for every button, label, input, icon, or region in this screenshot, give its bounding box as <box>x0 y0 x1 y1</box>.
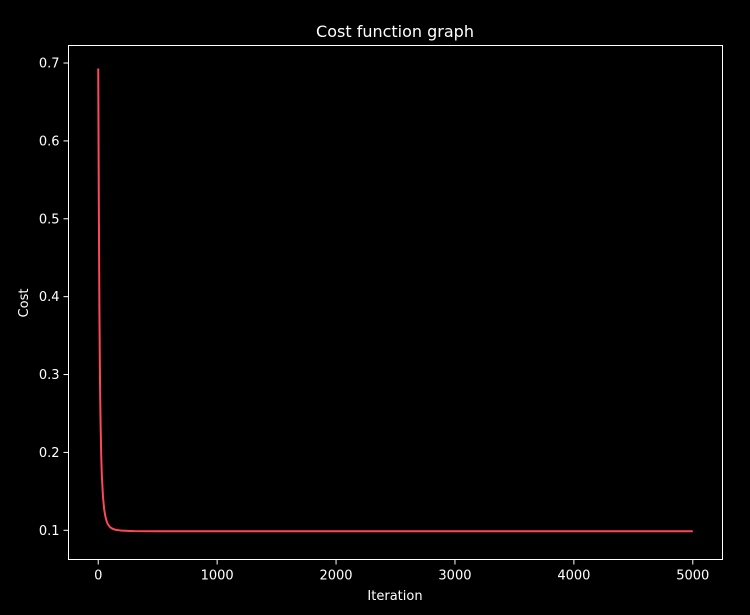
x-tick-label: 4000 <box>557 569 590 584</box>
y-tick-label: 0.2 <box>39 446 60 461</box>
y-tick-label: 0.4 <box>39 290 60 305</box>
x-tick-label: 2000 <box>319 569 352 584</box>
y-tick-label: 0.6 <box>39 134 60 149</box>
x-axis-label: Iteration <box>367 589 422 604</box>
plot-frame <box>68 45 723 560</box>
y-tick-label: 0.7 <box>39 57 60 72</box>
x-tick-label: 0 <box>94 569 102 584</box>
x-tick-label: 3000 <box>438 569 471 584</box>
series-layer <box>97 68 693 533</box>
x-tick-label: 1000 <box>201 569 234 584</box>
x-tick-label: 5000 <box>676 569 709 584</box>
y-tick-label: 0.3 <box>39 368 60 383</box>
y-axis-label: Cost <box>17 289 32 318</box>
y-tick-label: 0.5 <box>39 212 60 227</box>
chart-title: Cost function graph <box>316 22 474 41</box>
cost-series-line <box>97 68 693 533</box>
x-axis-ticks: 0 1000 2000 3000 4000 5000 <box>94 559 709 584</box>
y-tick-label: 0.1 <box>39 524 60 539</box>
y-axis-ticks: 0.1 0.2 0.3 0.4 0.5 0.6 0.7 <box>39 57 69 539</box>
